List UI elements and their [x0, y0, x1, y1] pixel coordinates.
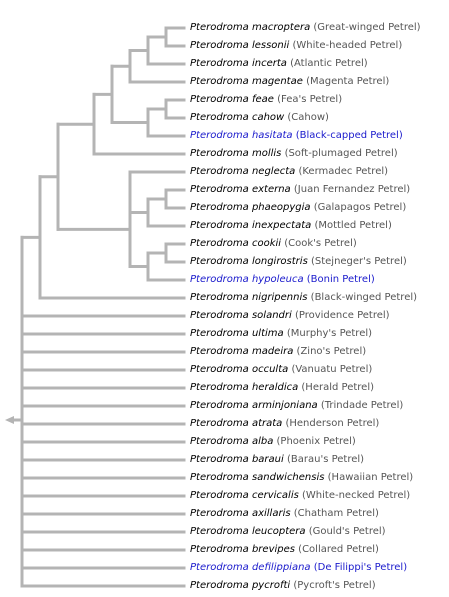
species-label: Pterodroma neglecta (Kermadec Petrel): [190, 164, 388, 180]
common-name: (Phoenix Petrel): [276, 436, 356, 447]
species-label: Pterodroma solandri (Providence Petrel): [190, 308, 390, 324]
species-label: Pterodroma occulta (Vanuatu Petrel): [190, 362, 372, 378]
scientific-name: Pterodroma defilippiana: [190, 562, 311, 573]
scientific-name: Pterodroma feae: [190, 94, 274, 105]
scientific-name: Pterodroma cervicalis: [190, 490, 299, 501]
species-label: Pterodroma ultima (Murphy's Petrel): [190, 326, 372, 342]
common-name: (Herald Petrel): [301, 382, 374, 393]
species-label: Pterodroma leucoptera (Gould's Petrel): [190, 524, 386, 540]
scientific-name: Pterodroma neglecta: [190, 166, 296, 177]
scientific-name: Pterodroma externa: [190, 184, 291, 195]
left-arrow-icon[interactable]: [5, 416, 14, 424]
common-name: (Fea's Petrel): [277, 94, 343, 105]
scientific-name: Pterodroma nigripennis: [190, 292, 308, 303]
tree-branches: [20, 26, 186, 588]
common-name: (De Filippi's Petrel): [313, 562, 408, 573]
scientific-name: Pterodroma occulta: [190, 364, 289, 375]
species-label[interactable]: Pterodroma hasitata (Black-capped Petrel…: [190, 128, 403, 144]
scientific-name: Pterodroma cahow: [190, 112, 285, 123]
scientific-name: Pterodroma mollis: [190, 148, 282, 159]
scientific-name: Pterodroma arminjoniana: [190, 400, 318, 411]
common-name: (Collared Petrel): [298, 544, 379, 555]
species-label: Pterodroma magentae (Magenta Petrel): [190, 74, 389, 90]
species-label: Pterodroma phaeopygia (Galapagos Petrel): [190, 200, 406, 216]
common-name: (Henderson Petrel): [285, 418, 380, 429]
species-label: Pterodroma cookii (Cook's Petrel): [190, 236, 357, 252]
species-label[interactable]: Pterodroma hypoleuca (Bonin Petrel): [190, 272, 375, 288]
species-label: Pterodroma madeira (Zino's Petrel): [190, 344, 366, 360]
species-label: Pterodroma brevipes (Collared Petrel): [190, 542, 379, 558]
species-label: Pterodroma sandwichensis (Hawaiian Petre…: [190, 470, 413, 486]
common-name: (Vanuatu Petrel): [291, 364, 373, 375]
species-label: Pterodroma mollis (Soft-plumaged Petrel): [190, 146, 398, 162]
common-name: (Cook's Petrel): [284, 238, 357, 249]
species-label: Pterodroma incerta (Atlantic Petrel): [190, 56, 368, 72]
scientific-name: Pterodroma solandri: [190, 310, 292, 321]
species-label: Pterodroma pycrofti (Pycroft's Petrel): [190, 578, 376, 594]
common-name: (Chatham Petrel): [293, 508, 379, 519]
scientific-name: Pterodroma hasitata: [190, 130, 293, 141]
species-label[interactable]: Pterodroma defilippiana (De Filippi's Pe…: [190, 560, 407, 576]
common-name: (Cahow): [287, 112, 329, 123]
common-name: (Zino's Petrel): [296, 346, 367, 357]
species-label: Pterodroma axillaris (Chatham Petrel): [190, 506, 379, 522]
scientific-name: Pterodroma ultima: [190, 328, 284, 339]
common-name: (Bonin Petrel): [306, 274, 375, 285]
scientific-name: Pterodroma longirostris: [190, 256, 308, 267]
scientific-name: Pterodroma atrata: [190, 418, 283, 429]
common-name: (Trindade Petrel): [320, 400, 404, 411]
common-name: (White-headed Petrel): [292, 40, 403, 51]
scientific-name: Pterodroma alba: [190, 436, 274, 447]
species-label: Pterodroma arminjoniana (Trindade Petrel…: [190, 398, 403, 414]
common-name: (Black-capped Petrel): [295, 130, 403, 141]
scientific-name: Pterodroma phaeopygia: [190, 202, 311, 213]
species-label: Pterodroma feae (Fea's Petrel): [190, 92, 342, 108]
common-name: (Pycroft's Petrel): [293, 580, 376, 591]
species-label: Pterodroma heraldica (Herald Petrel): [190, 380, 374, 396]
scientific-name: Pterodroma madeira: [190, 346, 294, 357]
common-name: (Kermadec Petrel): [298, 166, 389, 177]
scientific-name: Pterodroma magentae: [190, 76, 303, 87]
species-label: Pterodroma cervicalis (White-necked Petr…: [190, 488, 410, 504]
species-label: Pterodroma lessonii (White-headed Petrel…: [190, 38, 402, 54]
common-name: (Providence Petrel): [294, 310, 390, 321]
scientific-name: Pterodroma cookii: [190, 238, 282, 249]
common-name: (Hawaiian Petrel): [327, 472, 414, 483]
scientific-name: Pterodroma baraui: [190, 454, 284, 465]
common-name: (Galapagos Petrel): [313, 202, 407, 213]
scientific-name: Pterodroma incerta: [190, 58, 287, 69]
species-label: Pterodroma inexpectata (Mottled Petrel): [190, 218, 392, 234]
scientific-name: Pterodroma sandwichensis: [190, 472, 325, 483]
scientific-name: Pterodroma inexpectata: [190, 220, 312, 231]
common-name: (Great-winged Petrel): [313, 22, 421, 33]
common-name: (Murphy's Petrel): [286, 328, 373, 339]
common-name: (Black-winged Petrel): [310, 292, 418, 303]
common-name: (Juan Fernandez Petrel): [293, 184, 411, 195]
species-label: Pterodroma baraui (Barau's Petrel): [190, 452, 364, 468]
scientific-name: Pterodroma lessonii: [190, 40, 290, 51]
scientific-name: Pterodroma axillaris: [190, 508, 291, 519]
species-label: Pterodroma atrata (Henderson Petrel): [190, 416, 379, 432]
species-label: Pterodroma longirostris (Stejneger's Pet…: [190, 254, 407, 270]
common-name: (Atlantic Petrel): [290, 58, 368, 69]
common-name: (Barau's Petrel): [286, 454, 365, 465]
common-name: (Soft-plumaged Petrel): [284, 148, 398, 159]
common-name: (White-necked Petrel): [302, 490, 411, 501]
common-name: (Gould's Petrel): [308, 526, 386, 537]
scientific-name: Pterodroma brevipes: [190, 544, 295, 555]
common-name: (Stejneger's Petrel): [310, 256, 407, 267]
scientific-name: Pterodroma macroptera: [190, 22, 311, 33]
scientific-name: Pterodroma pycrofti: [190, 580, 291, 591]
scientific-name: Pterodroma leucoptera: [190, 526, 306, 537]
scientific-name: Pterodroma hypoleuca: [190, 274, 304, 285]
species-label: Pterodroma externa (Juan Fernandez Petre…: [190, 182, 410, 198]
common-name: (Mottled Petrel): [314, 220, 392, 231]
species-label: Pterodroma macroptera (Great-winged Petr…: [190, 20, 421, 36]
common-name: (Magenta Petrel): [306, 76, 390, 87]
species-label: Pterodroma cahow (Cahow): [190, 110, 329, 126]
scientific-name: Pterodroma heraldica: [190, 382, 299, 393]
species-label: Pterodroma alba (Phoenix Petrel): [190, 434, 356, 450]
species-label: Pterodroma nigripennis (Black-winged Pet…: [190, 290, 417, 306]
